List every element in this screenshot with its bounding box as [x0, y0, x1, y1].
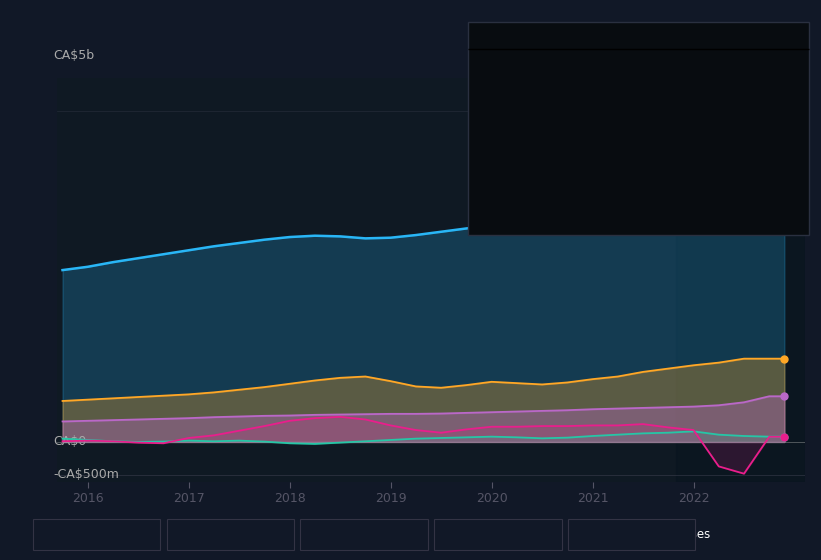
Text: CA$5b: CA$5b — [53, 49, 95, 62]
Bar — [677, 78, 805, 482]
Text: CA$617.700m /yr: CA$617.700m /yr — [612, 80, 719, 90]
Text: Cash From Op: Cash From Op — [478, 154, 556, 164]
Text: Operating Expenses: Operating Expenses — [591, 528, 710, 542]
Text: Sep 30 2022: Sep 30 2022 — [478, 31, 566, 45]
Text: Free Cash Flow: Free Cash Flow — [323, 528, 412, 542]
Text: Free Cash Flow: Free Cash Flow — [478, 129, 562, 139]
Text: Cash From Op: Cash From Op — [457, 528, 539, 542]
Text: Revenue: Revenue — [56, 528, 108, 542]
Text: CA$78.500m /yr: CA$78.500m /yr — [612, 129, 711, 139]
Text: CA$4.531b /yr: CA$4.531b /yr — [612, 55, 699, 66]
Text: ●: ● — [576, 528, 587, 542]
Text: Earnings: Earnings — [478, 80, 526, 90]
Text: -CA$500m: -CA$500m — [53, 469, 120, 482]
Text: 13.6% profit margin: 13.6% profit margin — [612, 105, 737, 115]
Text: Earnings: Earnings — [190, 528, 241, 542]
Text: CA$0: CA$0 — [53, 436, 87, 449]
Text: ●: ● — [40, 528, 52, 542]
Text: ●: ● — [442, 528, 453, 542]
Text: ●: ● — [174, 528, 186, 542]
Text: ●: ● — [308, 528, 319, 542]
Text: Revenue: Revenue — [478, 55, 526, 66]
Text: CA$691.000m /yr: CA$691.000m /yr — [612, 179, 719, 189]
Text: Operating Expenses: Operating Expenses — [478, 179, 590, 189]
Text: CA$1.260b /yr: CA$1.260b /yr — [612, 154, 700, 164]
